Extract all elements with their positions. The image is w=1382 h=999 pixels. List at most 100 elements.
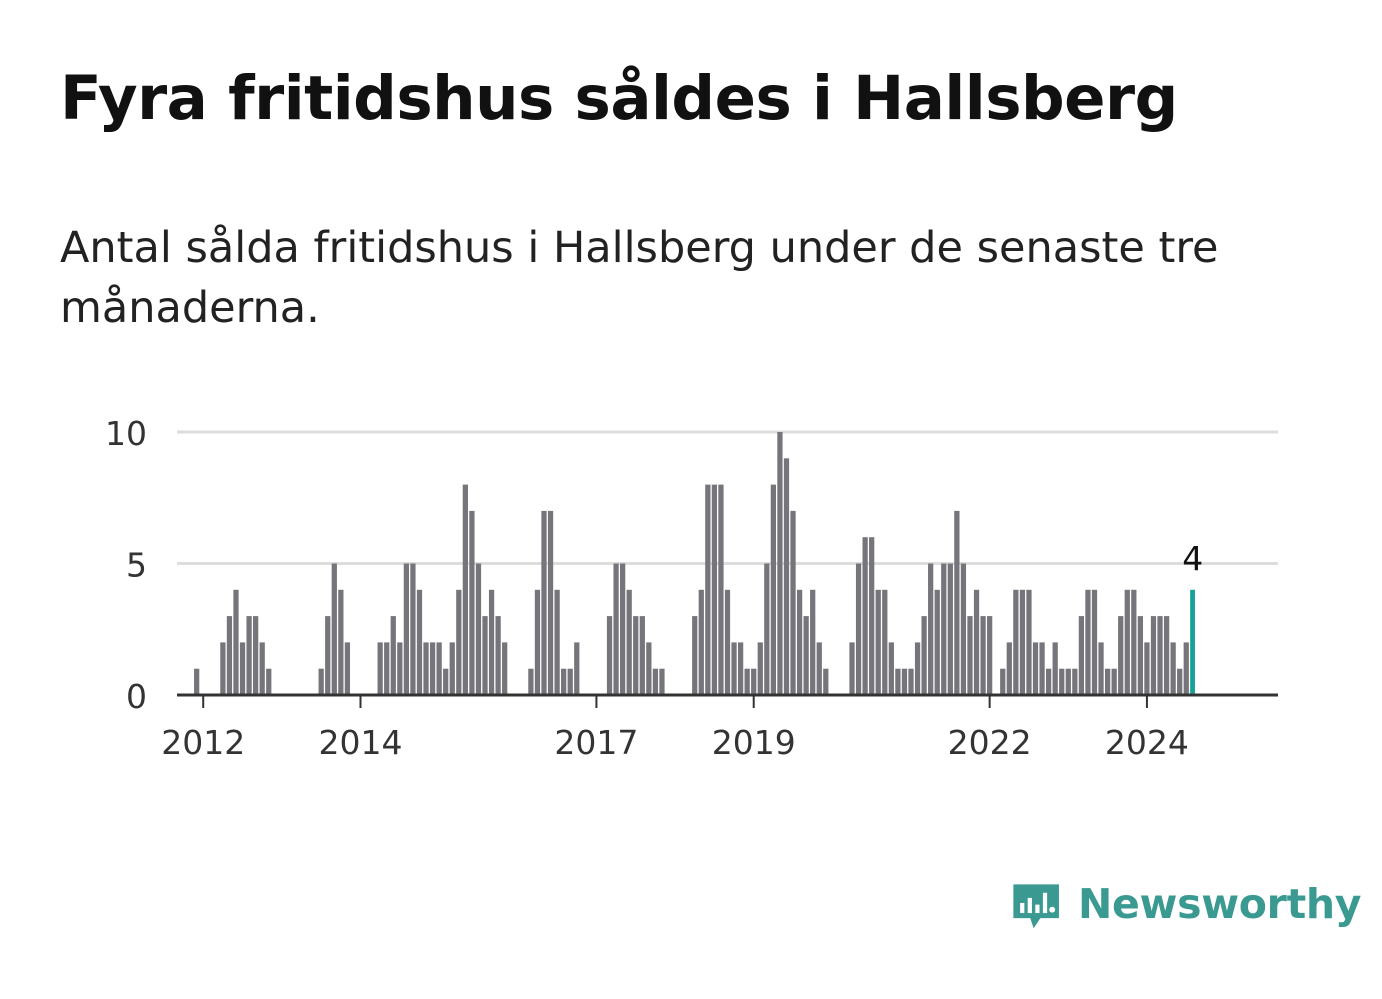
- bar-2015-01: [436, 642, 442, 695]
- bar-2017-10: [652, 668, 659, 695]
- bar-2024-04: [1163, 616, 1170, 695]
- bar-2021-10: [967, 616, 973, 695]
- brand-name: Newsworthy: [1078, 880, 1362, 928]
- bar-2020-05: [855, 563, 862, 695]
- bar-2020-11: [895, 668, 901, 695]
- bar-2019-07: [790, 510, 796, 695]
- x-tick-label-2019: 2019: [712, 723, 796, 762]
- bar-2015-07: [475, 563, 482, 695]
- bar-2017-08: [639, 616, 645, 695]
- bar-2012-08: [246, 616, 252, 695]
- bar-2019-02: [757, 642, 763, 695]
- bar-2017-06: [626, 589, 632, 695]
- bar-2014-04: [377, 642, 383, 695]
- bar-2021-05: [934, 589, 940, 695]
- x-tick-label-2012: 2012: [161, 723, 245, 762]
- bar-2021-06: [941, 563, 947, 695]
- bar-2019-04: [770, 484, 777, 695]
- bar-2023-02: [1072, 668, 1078, 695]
- bar-2019-01: [751, 668, 757, 695]
- bar-2014-05: [384, 642, 390, 695]
- bar-2022-04: [1006, 642, 1012, 695]
- bar-2012-10: [259, 642, 265, 695]
- bar-2012-04: [220, 642, 226, 695]
- bar-2024-03: [1157, 616, 1163, 695]
- bar-2020-12: [901, 668, 908, 695]
- bar-2021-09: [960, 563, 967, 695]
- bar-2017-04: [613, 563, 619, 695]
- bar-2019-10: [810, 589, 816, 695]
- bar-2020-04: [849, 642, 855, 695]
- bar-2011-12: [194, 668, 200, 695]
- bar-2019-08: [796, 589, 803, 695]
- bar-2021-03: [921, 616, 927, 695]
- bar-2014-06: [390, 616, 396, 695]
- bar-2014-08: [403, 563, 410, 695]
- bar-2015-05: [462, 484, 468, 695]
- bar-2022-07: [1026, 589, 1032, 695]
- axes: [177, 693, 1278, 708]
- bar-2024-02: [1150, 616, 1157, 695]
- bar-2015-10: [495, 616, 501, 695]
- x-tick-label-2014: 2014: [319, 723, 403, 762]
- bar-2024-05: [1170, 642, 1176, 695]
- bar-2015-04: [456, 589, 462, 695]
- bar-2023-10: [1124, 589, 1130, 695]
- bar-2013-08: [325, 616, 331, 695]
- bar-2023-08: [1111, 668, 1117, 695]
- bar-2012-11: [266, 668, 272, 695]
- bar-2021-02: [914, 642, 921, 695]
- bar-2023-11: [1131, 589, 1137, 695]
- newsworthy-logo-icon: [1013, 884, 1059, 929]
- bar-2023-04: [1085, 589, 1091, 695]
- bar-2023-12: [1137, 616, 1144, 695]
- bar-2019-11: [816, 642, 822, 695]
- bar-2019-05: [777, 432, 783, 695]
- bar-2023-06: [1098, 642, 1104, 695]
- bar-2012-06: [233, 589, 239, 695]
- bar-2014-10: [416, 589, 423, 695]
- bar-2022-06: [1019, 589, 1026, 695]
- bar-2023-07: [1104, 668, 1111, 695]
- bar-2022-05: [1013, 589, 1019, 695]
- highlight-value-label: 4: [1182, 539, 1203, 578]
- bar-2018-12: [744, 668, 750, 695]
- bar-2019-03: [764, 563, 770, 695]
- bar-2023-05: [1091, 589, 1098, 695]
- bar-2014-11: [423, 642, 429, 695]
- bar-2016-09: [567, 668, 573, 695]
- grid-lines: [177, 430, 1278, 565]
- bar-2021-04: [928, 563, 934, 695]
- x-tick-label-2024: 2024: [1105, 723, 1189, 762]
- bar-2021-01: [908, 668, 914, 695]
- x-tick-label-2017: 2017: [554, 723, 638, 762]
- bar-2021-07: [947, 563, 953, 695]
- y-tick-label-5: 5: [126, 546, 147, 585]
- bar-2018-06: [705, 484, 711, 695]
- bar-2012-07: [239, 642, 246, 695]
- bar-2021-12: [980, 616, 986, 695]
- bar-2022-09: [1039, 642, 1045, 695]
- bar-2014-07: [397, 642, 403, 695]
- bar-2020-08: [875, 589, 881, 695]
- y-tick-label-0: 0: [126, 677, 147, 716]
- bar-2018-10: [731, 642, 737, 695]
- bar-2015-03: [449, 642, 455, 695]
- bars: [194, 432, 1195, 695]
- bar-2012-05: [226, 616, 233, 695]
- bar-2023-03: [1078, 616, 1085, 695]
- bar-2022-11: [1052, 642, 1058, 695]
- bar-2016-04: [534, 589, 541, 695]
- bar-2018-11: [737, 642, 744, 695]
- bar-2015-08: [482, 616, 488, 695]
- bar-2019-06: [783, 458, 790, 695]
- bar-2022-03: [1000, 668, 1006, 695]
- bar-2017-03: [606, 616, 613, 695]
- bar-2023-01: [1065, 668, 1071, 695]
- bar-2018-04: [692, 616, 698, 695]
- bar-2023-09: [1118, 616, 1124, 695]
- bar-2018-09: [724, 589, 731, 695]
- bar-2024-01: [1144, 642, 1150, 695]
- bar-2013-10: [338, 589, 344, 695]
- bar-2024-08: [1190, 589, 1195, 695]
